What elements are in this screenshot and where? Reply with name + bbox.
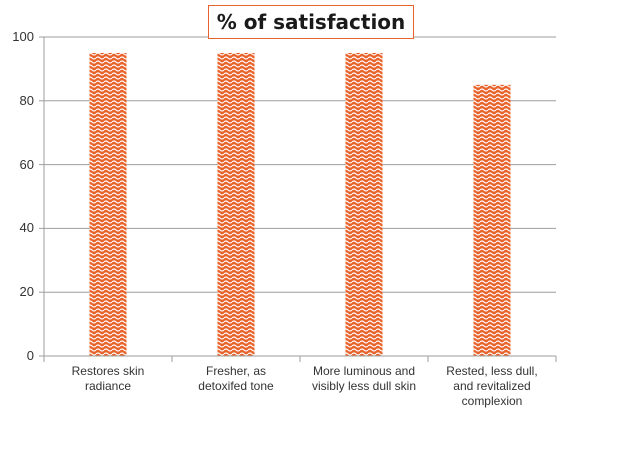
y-tick-label: 100 <box>12 29 34 44</box>
y-tick-label: 20 <box>19 284 34 300</box>
chart-title: % of satisfaction <box>208 5 414 39</box>
x-category-label-line: Fresher, as <box>205 364 267 378</box>
x-category-label-line: More luminous and <box>312 364 416 378</box>
bar <box>89 52 127 356</box>
x-category-label-line: and revitalized <box>453 379 531 393</box>
y-tick-label: 80 <box>19 92 34 108</box>
y-tick-label: 0 <box>26 348 34 363</box>
x-category-label-line: Restores skin <box>71 364 145 378</box>
bar <box>345 52 383 356</box>
x-category-label: Rested, less dull, and revitalized complex… <box>428 364 556 409</box>
bar <box>473 84 511 356</box>
x-category-label-line: visibly less dull skin <box>311 379 417 393</box>
x-category-label: More luminous and visibly less dull skin <box>300 364 428 394</box>
bar <box>217 52 255 356</box>
y-tick-label: 60 <box>19 156 34 172</box>
bars <box>89 52 511 356</box>
x-category-label-line: radiance <box>84 379 132 393</box>
x-category-label: Restores skin radiance <box>44 364 172 394</box>
axes <box>39 36 557 362</box>
x-category-label-line: detoxifed tone <box>198 379 274 393</box>
x-category-label-line: complexion <box>461 394 523 408</box>
x-category-label: Fresher, as detoxifed tone <box>172 364 300 394</box>
x-category-label-line: Rested, less dull, <box>446 364 538 378</box>
y-tick-label: 40 <box>19 220 34 236</box>
